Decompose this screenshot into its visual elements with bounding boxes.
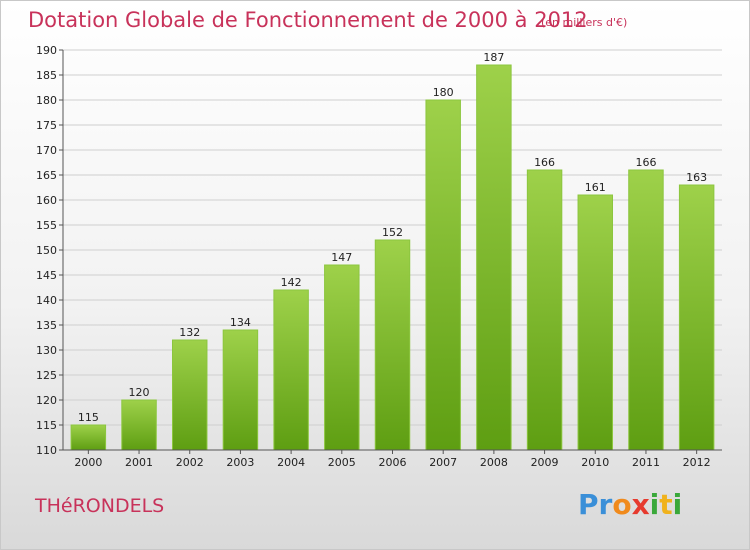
y-tick-label: 110 <box>36 444 57 457</box>
x-tick-label: 2003 <box>226 456 254 469</box>
commune-name: THéRONDELS <box>35 495 165 517</box>
data-label: 147 <box>331 251 352 264</box>
x-tick-label: 2010 <box>581 456 609 469</box>
proxiti-logo[interactable]: Proxiti <box>578 488 682 521</box>
data-label: 161 <box>585 181 606 194</box>
x-tick-label: 2005 <box>328 456 356 469</box>
y-tick-label: 140 <box>36 294 57 307</box>
bar-2003 <box>222 329 259 451</box>
logo-letter: o <box>612 488 632 521</box>
y-tick-label: 145 <box>36 269 57 282</box>
y-tick-label: 160 <box>36 194 57 207</box>
data-label: 134 <box>230 316 251 329</box>
y-tick-label: 120 <box>36 394 57 407</box>
x-tick-label: 2011 <box>632 456 660 469</box>
x-tick-label: 2000 <box>74 456 102 469</box>
y-tick-label: 190 <box>36 44 57 57</box>
x-tick-label: 2012 <box>683 456 711 469</box>
data-label: 120 <box>129 386 150 399</box>
logo-letter: i <box>649 488 660 521</box>
y-tick-label: 170 <box>36 144 57 157</box>
data-label: 166 <box>534 156 555 169</box>
bar-2007 <box>425 99 461 451</box>
bar-2009 <box>526 169 563 451</box>
data-label: 132 <box>179 326 200 339</box>
bar-2008 <box>476 64 512 451</box>
bar-2012 <box>678 184 715 451</box>
bar-2005 <box>324 264 360 451</box>
chart-title: Dotation Globale de Fonctionnement de 20… <box>28 8 588 32</box>
x-tick-label: 2006 <box>379 456 407 469</box>
data-label: 166 <box>635 156 656 169</box>
y-tick-label: 135 <box>36 319 57 332</box>
data-label: 180 <box>433 86 454 99</box>
y-tick-label: 115 <box>36 419 57 432</box>
y-tick-label: 155 <box>36 219 57 232</box>
y-tick-label: 165 <box>36 169 57 182</box>
chart-subtitle: (en milliers d'€) <box>541 16 628 29</box>
bar-2001 <box>121 399 157 451</box>
y-tick-label: 125 <box>36 369 57 382</box>
bar-2000 <box>70 424 107 451</box>
bar-2004 <box>273 289 309 451</box>
logo-letter: x <box>631 488 650 521</box>
x-tick-label: 2002 <box>176 456 204 469</box>
y-tick-label: 150 <box>36 244 57 257</box>
x-tick-label: 2007 <box>429 456 457 469</box>
bar-2006 <box>374 239 411 451</box>
data-label: 142 <box>281 276 302 289</box>
data-label: 152 <box>382 226 403 239</box>
data-label: 163 <box>686 171 707 184</box>
x-tick-label: 2004 <box>277 456 305 469</box>
data-label: 187 <box>483 51 504 64</box>
x-tick-label: 2008 <box>480 456 508 469</box>
y-tick-label: 180 <box>36 94 57 107</box>
logo-letter: P <box>578 488 599 521</box>
data-label: 115 <box>78 411 99 424</box>
x-tick-label: 2009 <box>531 456 559 469</box>
y-tick-label: 130 <box>36 344 57 357</box>
bar-2011 <box>628 169 664 451</box>
logo-letter: r <box>598 488 613 521</box>
x-tick-label: 2001 <box>125 456 153 469</box>
y-tick-label: 185 <box>36 69 57 82</box>
bar-2010 <box>577 194 614 451</box>
logo-letter: i <box>672 488 683 521</box>
y-tick-label: 175 <box>36 119 57 132</box>
bar-2002 <box>171 339 208 451</box>
logo-letter: t <box>659 488 673 521</box>
